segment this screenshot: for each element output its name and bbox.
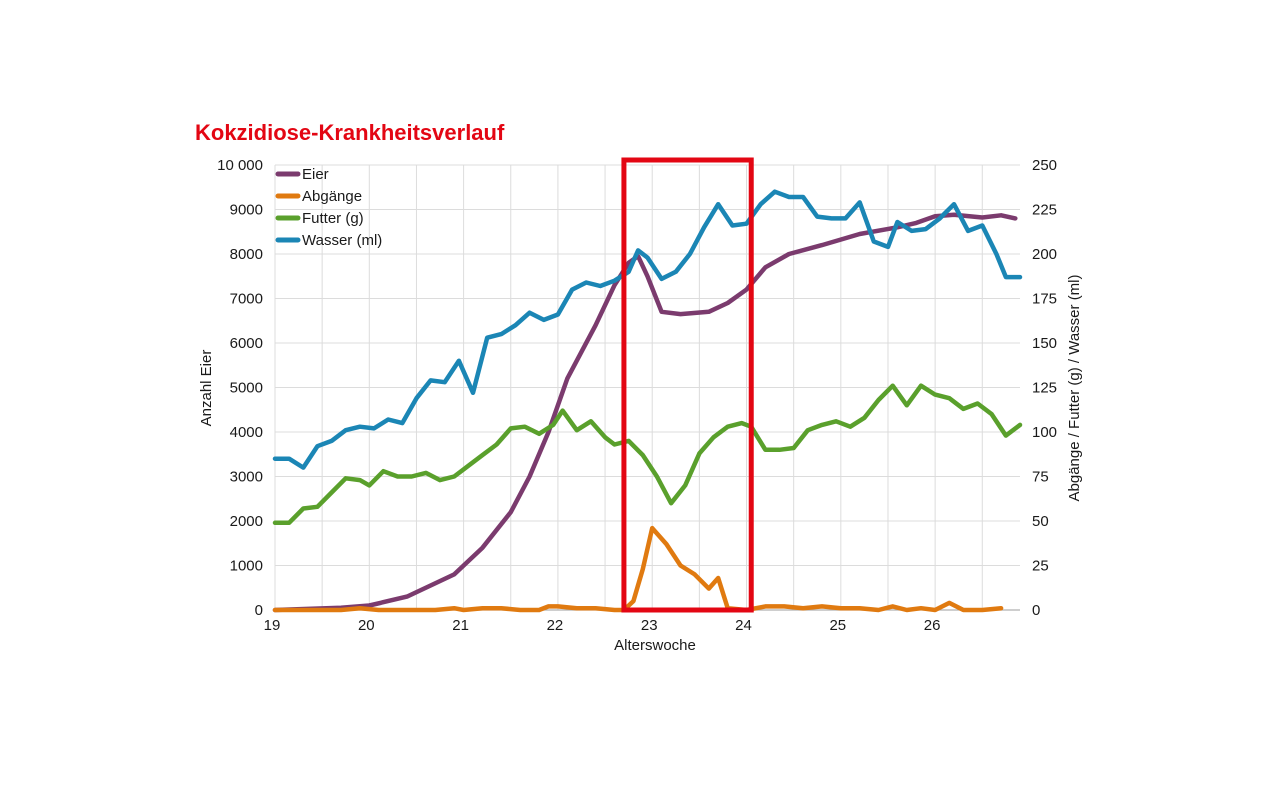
y-tick-right: 200 <box>1032 246 1057 263</box>
series-line-futter-g <box>272 383 1023 526</box>
y-tick-left: 2000 <box>230 513 263 530</box>
series-line-abgänge <box>272 525 1004 613</box>
y-tick-right: 0 <box>1032 602 1040 619</box>
x-axis-label: Alterswoche <box>614 637 696 654</box>
x-tick: 20 <box>358 617 375 634</box>
x-tick: 22 <box>547 617 564 634</box>
legend-label: Abgänge <box>302 188 362 205</box>
y-tick-left: 1000 <box>230 558 263 575</box>
y-tick-right: 125 <box>1032 380 1057 397</box>
x-tick: 25 <box>829 617 846 634</box>
y-axis-left: 0 1000 2000 3000 4000 5000 6000 7000 8000 9000 10 … <box>217 157 263 619</box>
y-tick-left: 9000 <box>230 202 263 219</box>
x-axis: 19 20 21 22 23 24 25 26 <box>264 617 941 634</box>
x-tick: 24 <box>735 617 752 634</box>
y-tick-left: 4000 <box>230 424 263 441</box>
y-tick-right: 25 <box>1032 558 1049 575</box>
y-tick-right: 175 <box>1032 291 1057 308</box>
y-tick-left: 3000 <box>230 469 263 486</box>
y-tick-left: 5000 <box>230 380 263 397</box>
y-axis-left-label: Anzahl Eier <box>198 350 215 427</box>
y-tick-left: 8000 <box>230 246 263 263</box>
legend-label: Wasser (ml) <box>302 232 382 249</box>
series-line-eier <box>272 212 1018 613</box>
legend-label: Eier <box>302 166 329 183</box>
y-tick-left: 10 000 <box>217 157 263 174</box>
y-tick-right: 150 <box>1032 335 1057 352</box>
highlight-box <box>621 157 754 613</box>
y-tick-right: 225 <box>1032 202 1057 219</box>
legend-label: Futter (g) <box>302 210 364 227</box>
y-tick-right: 100 <box>1032 424 1057 441</box>
series-lines <box>272 189 1023 613</box>
y-tick-left: 7000 <box>230 291 263 308</box>
x-tick: 23 <box>641 617 658 634</box>
y-axis-right: 0 25 50 75 100 125 150 175 200 225 250 <box>1032 157 1057 619</box>
y-tick-right: 250 <box>1032 157 1057 174</box>
y-tick-right: 50 <box>1032 513 1049 530</box>
y-tick-left: 0 <box>255 602 263 619</box>
y-tick-left: 6000 <box>230 335 263 352</box>
y-tick-right: 75 <box>1032 469 1049 486</box>
x-tick: 19 <box>264 617 281 634</box>
x-tick: 26 <box>924 617 941 634</box>
y-axis-right-label: Abgänge / Futter (g) / Wasser (ml) <box>1066 274 1083 501</box>
chart-title: Kokzidiose-Krankheitsverlauf <box>195 120 505 145</box>
series-line-wasser-ml <box>272 189 1023 470</box>
legend: Eier Abgänge Futter (g) Wasser (ml) <box>275 166 382 249</box>
x-tick: 21 <box>452 617 469 634</box>
